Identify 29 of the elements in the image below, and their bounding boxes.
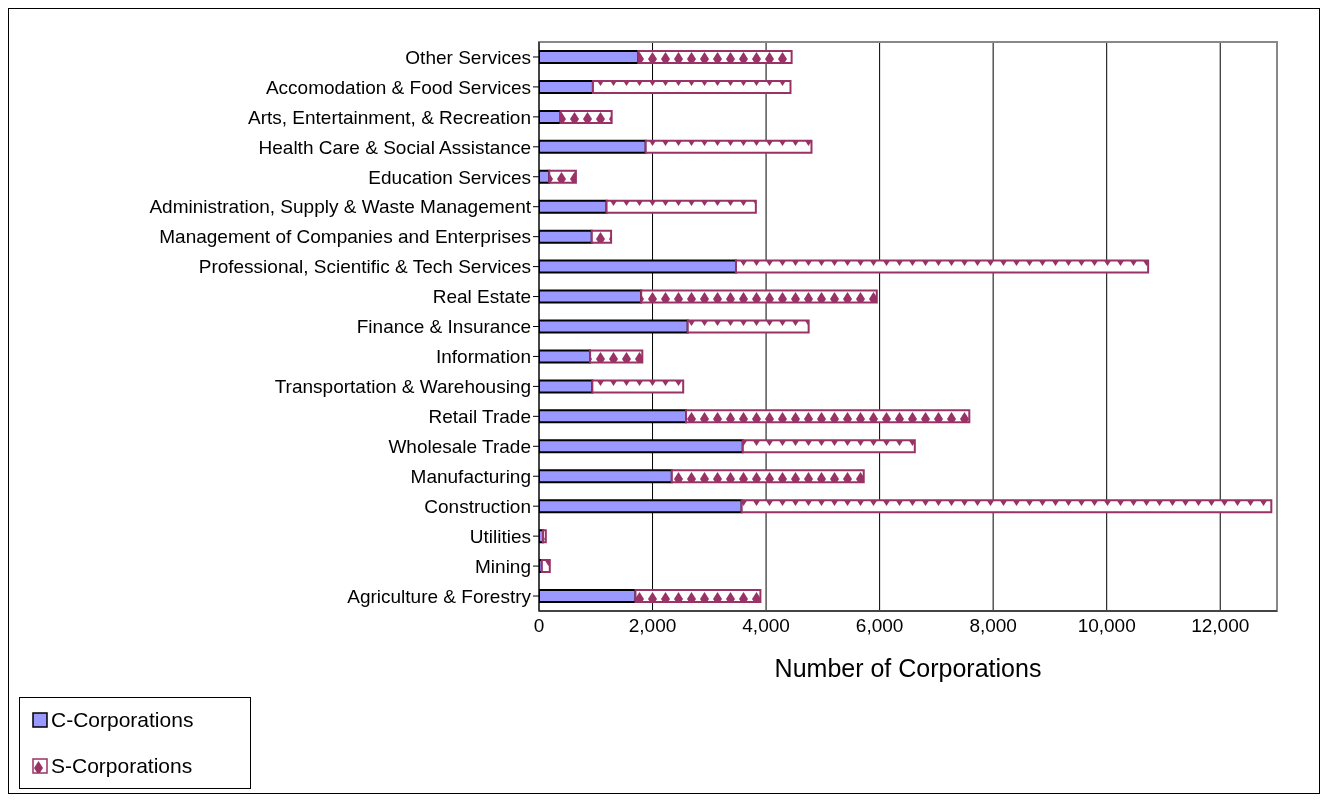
y-tick-label: Education Services [368, 166, 531, 188]
x-tick-label: 0 [533, 615, 545, 637]
y-tick-label: Management of Companies and Enterprises [159, 226, 531, 248]
y-tick-label: Construction [424, 495, 531, 517]
y-tick-label: Other Services [405, 46, 531, 68]
y-tick-label: Manufacturing [410, 465, 531, 487]
y-tick-label: Finance & Insurance [356, 316, 531, 338]
x-tick-label: 4,000 [742, 615, 790, 637]
x-tick-label: 8,000 [969, 615, 1017, 637]
y-tick-label: Utilities [469, 525, 531, 547]
legend-label: C-Corporations [51, 708, 194, 732]
x-tick-label: 6,000 [855, 615, 904, 637]
x-axis-title: Number of Corporations [774, 654, 1042, 682]
y-tick-label: Retail Trade [428, 406, 531, 428]
y-tick-label: Accomodation & Food Services [265, 76, 531, 98]
y-tick-label: Health Care & Social Assistance [258, 136, 531, 158]
y-tick-label: Agriculture & Forestry [347, 585, 532, 607]
legend-label: S-Corporations [51, 754, 193, 778]
y-tick-label: Arts, Entertainment, & Recreation [247, 106, 531, 128]
x-tick-label: 10,000 [1077, 615, 1136, 637]
x-tick-label: 12,000 [1191, 615, 1250, 637]
y-tick-label: Real Estate [432, 286, 531, 308]
y-tick-label: Information [435, 346, 531, 368]
y-tick-label: Professional, Scientific & Tech Services [198, 256, 531, 278]
y-tick-label: Wholesale Trade [388, 436, 531, 458]
y-tick-label: Transportation & Warehousing [274, 376, 531, 398]
y-tick-label: Mining [475, 555, 531, 577]
y-tick-label: Administration, Supply & Waste Management [149, 196, 532, 218]
x-tick-label: 2,000 [628, 615, 677, 637]
